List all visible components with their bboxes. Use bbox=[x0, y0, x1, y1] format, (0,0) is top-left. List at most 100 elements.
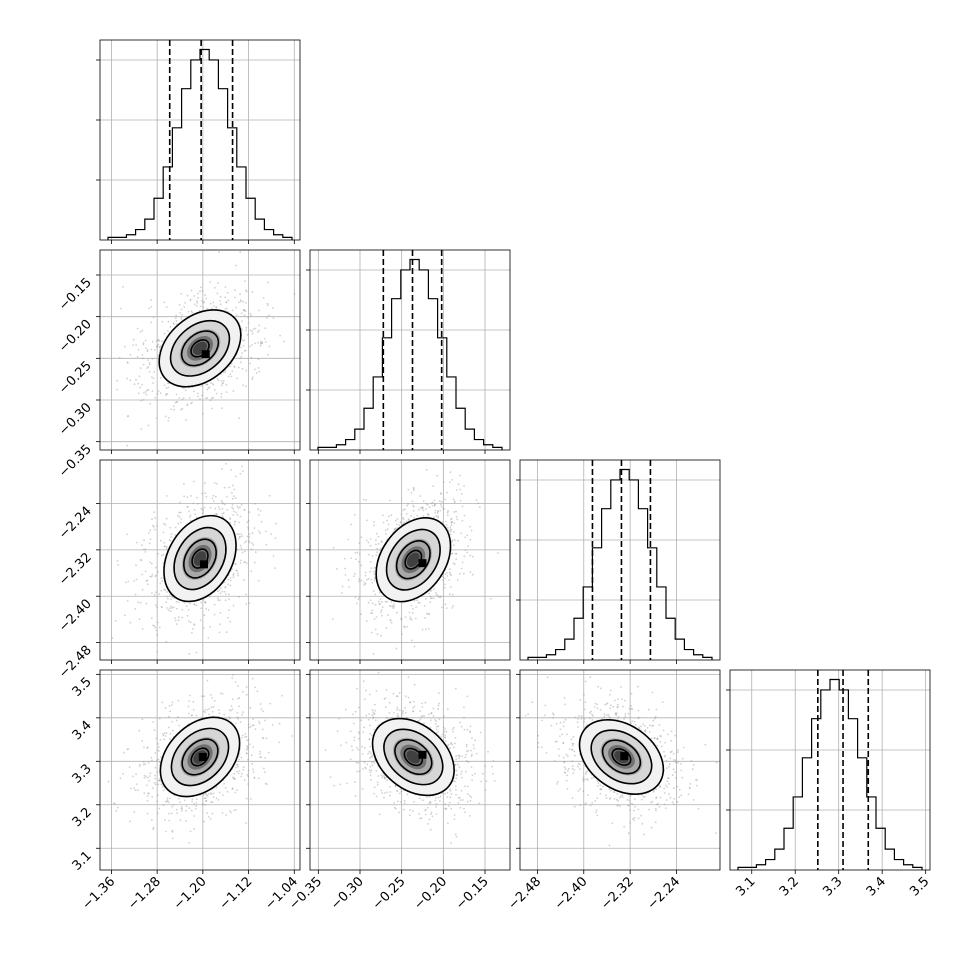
sample-point bbox=[421, 706, 424, 708]
sample-point bbox=[484, 789, 487, 791]
sample-point bbox=[267, 281, 269, 284]
sample-point bbox=[369, 752, 372, 754]
sample-point bbox=[175, 401, 178, 403]
sample-point bbox=[177, 616, 180, 619]
sample-point bbox=[373, 566, 376, 569]
sample-point bbox=[386, 528, 389, 531]
sample-point bbox=[423, 715, 426, 717]
sample-point bbox=[603, 713, 606, 716]
sample-point bbox=[234, 681, 237, 683]
sample-point bbox=[240, 775, 243, 778]
sample-point bbox=[418, 813, 421, 815]
sample-point bbox=[228, 598, 231, 601]
sample-point bbox=[654, 807, 657, 810]
sample-point bbox=[459, 806, 462, 809]
sample-point bbox=[441, 606, 443, 609]
sample-point bbox=[135, 378, 137, 381]
sample-point bbox=[428, 818, 431, 821]
sample-point bbox=[254, 728, 257, 731]
sample-point bbox=[249, 312, 252, 315]
sample-point bbox=[212, 384, 215, 386]
sample-point bbox=[203, 695, 206, 698]
sample-point bbox=[464, 785, 466, 788]
sample-point bbox=[132, 775, 134, 778]
sample-point bbox=[412, 509, 415, 512]
sample-point bbox=[234, 722, 237, 725]
sample-point bbox=[237, 574, 239, 577]
sample-point bbox=[227, 616, 230, 619]
sample-point bbox=[368, 769, 371, 771]
sample-point bbox=[154, 575, 157, 578]
sample-point bbox=[225, 814, 228, 816]
sample-point bbox=[671, 774, 674, 777]
sample-point bbox=[444, 498, 446, 501]
sample-point bbox=[421, 628, 424, 631]
sample-point bbox=[224, 581, 226, 583]
sample-point bbox=[239, 293, 242, 296]
sample-point bbox=[456, 579, 459, 581]
sample-point bbox=[126, 533, 128, 536]
sample-point bbox=[207, 816, 210, 818]
sample-point bbox=[233, 366, 236, 368]
sample-point bbox=[262, 737, 265, 740]
sample-point bbox=[472, 744, 475, 746]
sample-point bbox=[148, 780, 151, 782]
sample-point bbox=[143, 539, 145, 542]
sample-point bbox=[249, 725, 252, 728]
sample-point bbox=[462, 799, 464, 801]
sample-point bbox=[165, 545, 168, 548]
sample-point bbox=[450, 528, 453, 531]
sample-point bbox=[107, 780, 110, 783]
sample-point bbox=[231, 787, 234, 790]
sample-point bbox=[145, 602, 148, 605]
sample-point bbox=[467, 793, 469, 795]
sample-point bbox=[412, 489, 415, 492]
sample-point bbox=[268, 494, 271, 497]
sample-point bbox=[375, 539, 377, 542]
y-tick-label: 3.2 bbox=[70, 805, 95, 830]
sample-point bbox=[497, 552, 499, 554]
sample-point bbox=[363, 498, 365, 501]
sample-point bbox=[234, 296, 236, 299]
sample-point bbox=[354, 781, 356, 783]
sample-point bbox=[244, 310, 247, 312]
sample-point bbox=[380, 634, 382, 637]
sample-point bbox=[437, 515, 439, 518]
sample-point bbox=[487, 750, 489, 753]
sample-point bbox=[470, 749, 473, 752]
sample-point bbox=[460, 773, 462, 775]
sample-point bbox=[205, 800, 208, 803]
sample-point bbox=[170, 533, 173, 535]
sample-point bbox=[221, 515, 224, 517]
sample-point bbox=[403, 802, 406, 804]
sample-point bbox=[461, 561, 464, 564]
sample-point bbox=[455, 793, 457, 796]
sample-point bbox=[151, 357, 154, 360]
sample-point bbox=[680, 769, 683, 772]
sample-point bbox=[418, 797, 421, 800]
density-panel: −0.35−0.30−0.25−0.20−0.15 bbox=[286, 669, 511, 913]
sample-point bbox=[211, 710, 214, 713]
sample-point bbox=[442, 481, 445, 484]
sample-point bbox=[225, 301, 228, 304]
sample-point bbox=[402, 712, 404, 715]
sample-point bbox=[195, 300, 198, 302]
sample-point bbox=[363, 726, 366, 729]
sample-point bbox=[205, 297, 208, 300]
sample-point bbox=[177, 619, 180, 621]
sample-point bbox=[364, 574, 367, 577]
sample-point bbox=[225, 301, 228, 304]
sample-point bbox=[167, 801, 170, 804]
sample-point bbox=[209, 381, 212, 384]
sample-point bbox=[237, 538, 240, 540]
sample-point bbox=[474, 739, 476, 742]
sample-point bbox=[209, 302, 212, 305]
sample-point bbox=[250, 356, 253, 359]
sample-point bbox=[205, 495, 208, 498]
sample-point bbox=[358, 580, 360, 583]
sample-point bbox=[234, 289, 236, 291]
sample-point bbox=[247, 526, 250, 529]
sample-point bbox=[247, 723, 250, 725]
sample-point bbox=[149, 575, 152, 578]
sample-point bbox=[159, 346, 162, 349]
